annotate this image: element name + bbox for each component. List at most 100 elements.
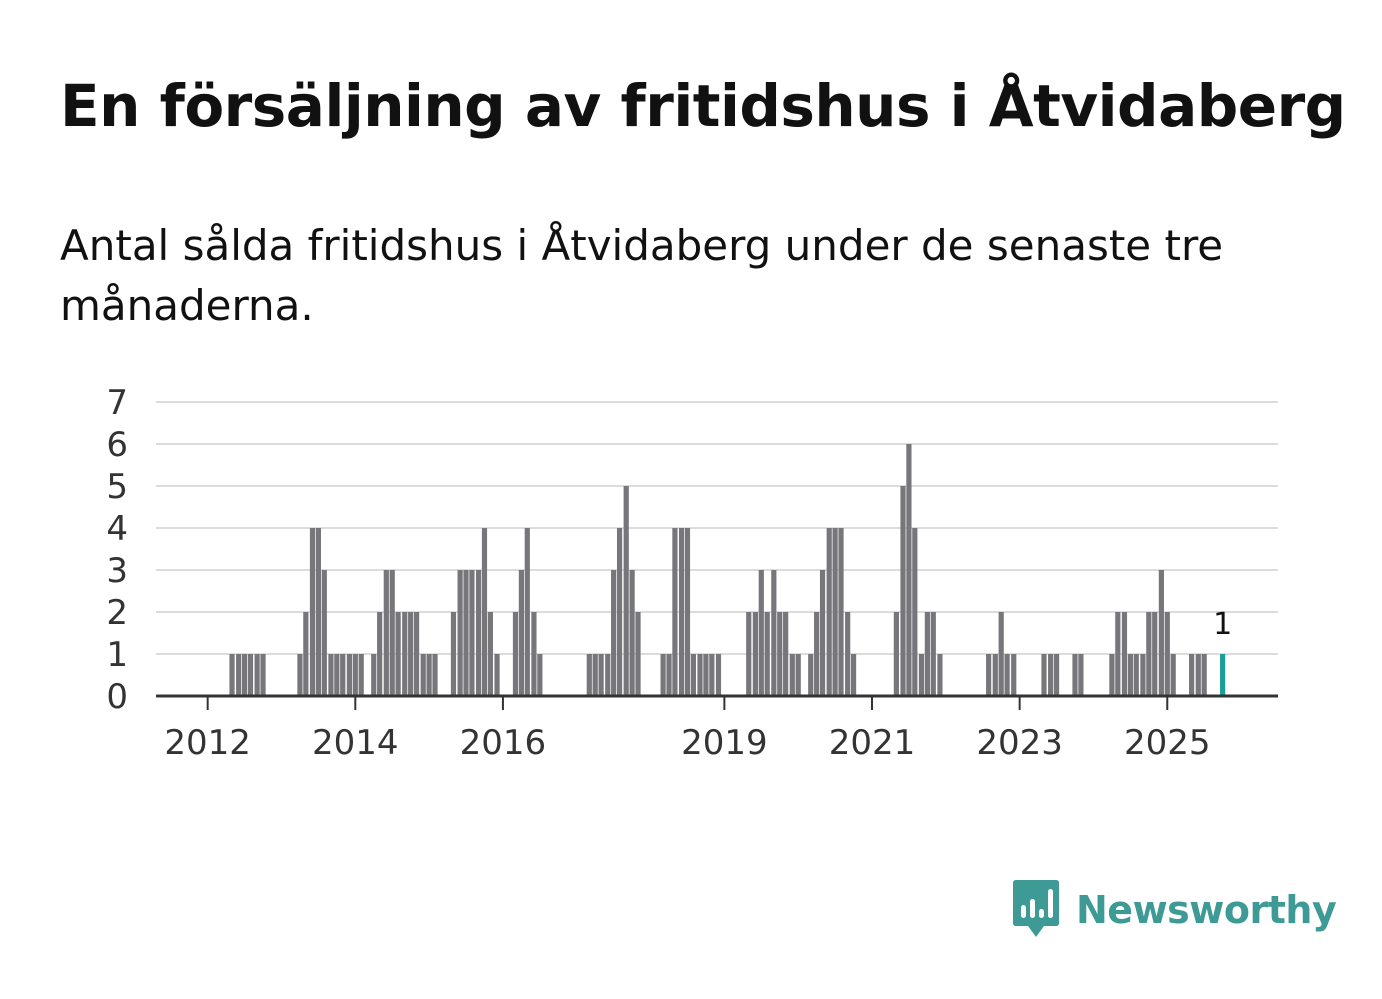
bar bbox=[789, 654, 795, 696]
bar bbox=[1127, 654, 1133, 696]
y-tick-label: 3 bbox=[106, 551, 128, 591]
bar bbox=[986, 654, 992, 696]
bar bbox=[426, 654, 432, 696]
bar bbox=[715, 654, 722, 696]
bar bbox=[832, 528, 838, 696]
bar bbox=[512, 612, 519, 696]
bar bbox=[1078, 654, 1084, 696]
bar bbox=[826, 528, 832, 696]
bar bbox=[537, 654, 543, 696]
bar bbox=[937, 654, 943, 696]
bar bbox=[672, 528, 678, 696]
bar bbox=[377, 612, 383, 696]
bar bbox=[764, 612, 770, 696]
x-tick-label: 2012 bbox=[164, 723, 251, 763]
bar bbox=[1164, 612, 1170, 696]
bar bbox=[703, 654, 709, 696]
bar bbox=[352, 654, 358, 696]
bar bbox=[1140, 654, 1146, 696]
bar bbox=[346, 654, 352, 696]
bar bbox=[771, 570, 777, 696]
bar bbox=[531, 612, 537, 696]
bar bbox=[309, 528, 316, 696]
bar bbox=[1072, 654, 1078, 696]
bar bbox=[494, 654, 500, 696]
bar bbox=[297, 654, 303, 696]
newsworthy-logo-icon bbox=[1013, 880, 1059, 937]
bar bbox=[229, 654, 235, 696]
chart-title: En försäljning av fritidshus i Åtvidaber… bbox=[60, 72, 1346, 140]
bar bbox=[463, 570, 469, 696]
bar bbox=[783, 612, 789, 696]
bar bbox=[1048, 654, 1054, 696]
y-tick-label: 5 bbox=[106, 467, 128, 507]
bar bbox=[457, 570, 463, 696]
data-label: 1 bbox=[1213, 607, 1232, 642]
bar bbox=[912, 528, 918, 696]
y-tick-label: 6 bbox=[106, 425, 128, 465]
bar bbox=[1115, 612, 1121, 696]
bar bbox=[697, 654, 703, 696]
bar bbox=[340, 654, 346, 696]
bar bbox=[402, 612, 408, 696]
bar bbox=[241, 654, 248, 696]
bar bbox=[1011, 654, 1017, 696]
bar bbox=[998, 612, 1004, 696]
bar bbox=[930, 612, 936, 696]
newsworthy-logo: Newsworthy bbox=[1010, 878, 1337, 942]
bar bbox=[906, 444, 912, 696]
bar bbox=[487, 612, 493, 696]
y-tick-label: 4 bbox=[106, 509, 128, 549]
x-tick-label: 2014 bbox=[312, 723, 399, 763]
bar bbox=[605, 654, 611, 696]
bar bbox=[777, 612, 783, 696]
bar bbox=[746, 612, 752, 696]
x-tick-label: 2016 bbox=[460, 723, 547, 763]
bar bbox=[900, 486, 906, 696]
bar bbox=[616, 528, 623, 696]
bar bbox=[371, 654, 377, 696]
bar bbox=[918, 654, 925, 696]
bar bbox=[334, 654, 340, 696]
bar bbox=[524, 528, 530, 696]
bar bbox=[623, 486, 629, 696]
bar bbox=[254, 654, 260, 696]
bar bbox=[893, 612, 899, 696]
bar bbox=[629, 570, 635, 696]
bar bbox=[924, 612, 930, 696]
bar bbox=[1158, 570, 1164, 696]
bar bbox=[850, 654, 857, 696]
bar bbox=[247, 654, 254, 696]
bar bbox=[752, 612, 758, 696]
chart-subtitle: Antal sålda fritidshus i Åtvidaberg unde… bbox=[60, 221, 1224, 330]
bar bbox=[592, 654, 598, 696]
bar bbox=[432, 654, 438, 696]
highlight-bar bbox=[1220, 654, 1226, 696]
bar bbox=[586, 654, 592, 696]
bar bbox=[469, 570, 475, 696]
bar bbox=[1121, 612, 1128, 696]
bar bbox=[383, 570, 389, 696]
bar bbox=[795, 654, 801, 696]
bar bbox=[1189, 654, 1195, 696]
bar bbox=[611, 570, 617, 696]
bar bbox=[666, 654, 672, 696]
newsworthy-logo-text: Newsworthy bbox=[1076, 888, 1337, 932]
y-tick-label: 1 bbox=[106, 635, 128, 675]
bar bbox=[1201, 654, 1207, 696]
bar bbox=[236, 654, 242, 696]
x-tick-label: 2021 bbox=[829, 723, 916, 763]
bar bbox=[690, 654, 696, 696]
bar bbox=[475, 570, 482, 696]
bar bbox=[315, 528, 321, 696]
bar bbox=[845, 612, 851, 696]
bar bbox=[321, 570, 327, 696]
bar bbox=[450, 612, 457, 696]
bar bbox=[1195, 654, 1201, 696]
bar bbox=[395, 612, 401, 696]
bar bbox=[1170, 654, 1176, 696]
bar bbox=[389, 570, 395, 696]
bar bbox=[758, 570, 764, 696]
bar bbox=[303, 612, 309, 696]
